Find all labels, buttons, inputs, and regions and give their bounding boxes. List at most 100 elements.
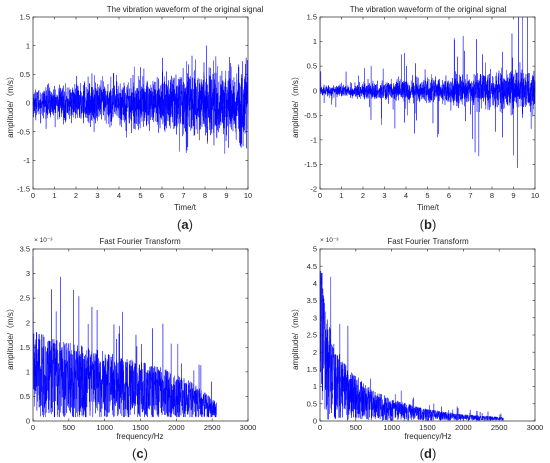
panel-a-ytick-label: 0: [26, 99, 30, 108]
panel-a-ytick-label: -1.5: [17, 185, 30, 194]
panel-d: Fast Fourier Transform frequency/Hz ampl…: [291, 237, 543, 461]
panel-b-xtick-label: 10: [531, 191, 539, 200]
panel-a-caption: (a): [177, 217, 193, 232]
panel-d-title: Fast Fourier Transform: [387, 237, 469, 246]
panel-d-xtick-label: 2500: [491, 423, 508, 432]
panel-c-ytick-label: 2.5: [20, 294, 30, 303]
panel-a-xtick-label: 10: [244, 191, 252, 200]
panel-d-ytick-label: 2: [313, 348, 317, 357]
panel-a-xlabel: Time/t: [174, 203, 197, 212]
panel-c-yexponent: × 10⁻³: [34, 237, 53, 244]
panel-b-xtick-label: 8: [490, 191, 494, 200]
panel-d-xlabel: frequency/Hz: [404, 432, 451, 441]
panel-d-caption-letter: d: [424, 446, 432, 461]
panel-d-xtick-label: 0: [318, 423, 322, 432]
panel-b-ytick-label: -1.5: [304, 160, 317, 169]
panel-b-ytick-label: -1: [310, 135, 317, 144]
panel-b-xtick-label: 6: [447, 191, 451, 200]
panel-b-title: The vibration waveform of the original s…: [350, 5, 507, 14]
panel-c-ytick-label: 1.5: [20, 343, 30, 352]
panel-b-xtick-label: 9: [511, 191, 515, 200]
panel-b-caption-letter: b: [424, 217, 432, 232]
panel-a-title: The vibration waveform of the original s…: [107, 5, 264, 14]
panel-b-xtick-label: 1: [339, 191, 343, 200]
panel-c-caption: (c): [132, 446, 148, 461]
panel-a-xtick-label: 2: [74, 191, 78, 200]
panel-a-xtick-label: 6: [160, 191, 164, 200]
panel-b-ytick-label: 1.5: [307, 13, 317, 22]
panel-c-xlabel: frequency/Hz: [116, 432, 163, 441]
panel-d-xtick-label: 3000: [527, 423, 544, 432]
panel-a-xtick-label: 3: [95, 191, 99, 200]
panel-b-ylabel: amplitude/（m/s）: [291, 72, 300, 138]
panel-d-ytick-label: 4.5: [307, 262, 317, 271]
panel-a-xtick-label: 9: [224, 191, 228, 200]
panel-b-ytick-label: 0.5: [307, 62, 317, 71]
panel-c-xtick-label: 1500: [132, 423, 149, 432]
panel-b-xtick-label: 5: [425, 191, 429, 200]
panel-a-caption-letter: a: [181, 217, 189, 232]
panel-d-ytick-label: 5: [313, 245, 317, 254]
panel-b-xtick-label: 3: [382, 191, 386, 200]
panel-b-xtick-label: 4: [404, 191, 408, 200]
panel-d-xtick-label: 2000: [455, 423, 472, 432]
panel-a-ytick-label: -1: [23, 156, 30, 165]
panel-a: The vibration waveform of the original s…: [6, 5, 263, 232]
panel-d-caption: (d): [420, 446, 437, 461]
panel-d-xtick-label: 500: [350, 423, 363, 432]
panel-b-xtick-label: 0: [318, 191, 322, 200]
panel-a-ytick-label: -0.5: [17, 127, 30, 136]
panel-a-axes: [32, 16, 249, 190]
panel-b-ticks: 0 1 2 3 4 5 6 7 8 9 10 -2 -1.5 -1 -0.5 0 0.5 1 1.5: [304, 13, 539, 200]
panel-c: Fast Fourier Transform frequency/Hz ampl…: [6, 237, 256, 461]
panel-b-ytick-label: -2: [310, 185, 317, 194]
panel-a-xtick-label: 4: [117, 191, 121, 200]
panel-a-ytick-label: 0.5: [20, 70, 30, 79]
panel-a-ylabel: amplitude/（m/s）: [6, 72, 15, 138]
panel-d-ytick-label: 3.5: [307, 296, 317, 305]
panel-c-ylabel: amplitude/（m/s）: [6, 304, 15, 370]
panel-b-data: [319, 16, 536, 168]
panel-a-data: [32, 45, 249, 154]
panel-a-xtick-label: 5: [138, 191, 142, 200]
panel-d-data: [319, 270, 504, 421]
panel-d-ytick-label: 0: [313, 417, 317, 426]
panel-c-caption-letter: c: [136, 446, 143, 461]
panel-d-ylabel: amplitude/（m/s）: [291, 304, 300, 370]
panel-d-ytick-label: 0.5: [307, 399, 317, 408]
panel-d-ticks: 0 500 1000 1500 2000 2500 3000 0 0.5 1 1.5 2 2.5 3 3.5…: [307, 245, 544, 432]
panel-b-signal-line: [319, 16, 536, 168]
panel-b-xtick-label: 7: [468, 191, 472, 200]
panel-c-xtick-label: 1000: [96, 423, 113, 432]
panel-a-signal-line: [32, 45, 249, 154]
panel-a-xtick-label: 1: [52, 191, 56, 200]
panel-d-ytick-label: 1.5: [307, 365, 317, 374]
panel-c-axes: [32, 248, 249, 422]
panel-c-signal-line: [32, 256, 217, 418]
panel-a-xtick-label: 7: [181, 191, 185, 200]
panel-b-caption: (b): [420, 217, 437, 232]
panel-a-ytick-label: 1: [26, 41, 30, 50]
panel-c-data: [32, 256, 217, 418]
panel-a-xtick-label: 8: [203, 191, 207, 200]
panel-c-xtick-label: 500: [63, 423, 76, 432]
panel-a-xtick-label: 0: [31, 191, 35, 200]
panel-b-xlabel: Time/t: [417, 203, 440, 212]
panel-c-xtick-label: 2000: [168, 423, 185, 432]
panel-d-yexponent: × 10⁻³: [320, 237, 339, 244]
panel-b-ytick-label: -0.5: [304, 111, 317, 120]
panel-c-ytick-label: 1: [26, 367, 30, 376]
panel-c-ytick-label: 3: [26, 269, 30, 278]
panel-d-ytick-label: 2.5: [307, 331, 317, 340]
panel-a-ticks: 0 1 2 3 4 5 6 7 8 9 10 -1.5 -1 -0.5 0 0.5 1 1.5: [17, 13, 252, 200]
panel-b-axes: [319, 16, 536, 190]
panel-d-ytick-label: 3: [313, 313, 317, 322]
panel-b-ytick-label: 0: [313, 86, 317, 95]
panel-c-xtick-label: 3000: [240, 423, 257, 432]
panel-b: The vibration waveform of the original s…: [291, 5, 539, 232]
panel-d-axes: [319, 248, 536, 422]
panel-c-ytick-label: 2: [26, 318, 30, 327]
panel-d-signal-line: [319, 270, 504, 421]
panel-c-ytick-label: 0: [26, 417, 30, 426]
panel-b-xtick-label: 2: [361, 191, 365, 200]
